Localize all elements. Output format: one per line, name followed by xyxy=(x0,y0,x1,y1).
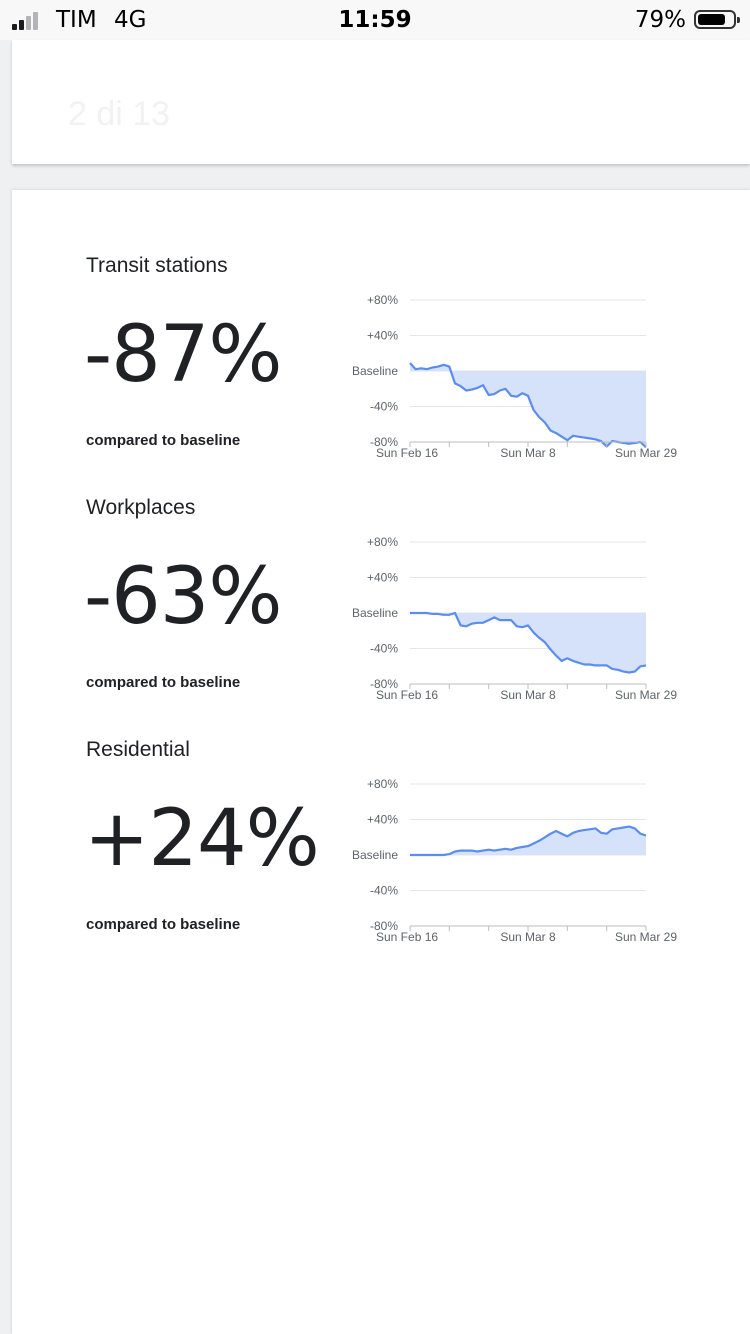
metric-title: Residential xyxy=(86,738,190,761)
battery-icon xyxy=(694,10,740,29)
baseline-deviation-area xyxy=(410,363,646,448)
x-tick-label: Sun Feb 16 xyxy=(376,930,438,944)
x-tick-label: Sun Mar 8 xyxy=(500,446,556,460)
x-tick-label: Sun Mar 8 xyxy=(500,930,556,944)
metric-caption: compared to baseline xyxy=(86,674,241,691)
y-tick-label: Baseline xyxy=(352,606,398,620)
metric-caption: compared to baseline xyxy=(86,916,241,933)
metric-workplaces: Workplaces -63% compared to baseline +80… xyxy=(12,432,750,702)
y-tick-label: -40% xyxy=(370,400,398,414)
transit-stations-chart: +80% +40% Baseline -40% -80%Sun Feb 16 Sun Ma… xyxy=(352,293,677,460)
x-tick-label: Sun Feb 16 xyxy=(376,688,438,702)
y-tick-label: Baseline xyxy=(352,848,398,862)
y-tick-label: -40% xyxy=(370,884,398,898)
y-tick-label: Baseline xyxy=(352,364,398,378)
y-tick-label: +80% xyxy=(367,293,398,307)
cellular-signal-icon xyxy=(12,10,48,30)
y-tick-label: -40% xyxy=(370,642,398,656)
baseline-deviation-area xyxy=(410,613,646,673)
series-line xyxy=(410,825,647,857)
residential-chart: +80% +40% Baseline -40% -80%Sun Feb 16 Sun Ma… xyxy=(352,777,677,944)
x-tick-label: Sun Feb 16 xyxy=(376,446,438,460)
y-tick-label: +40% xyxy=(367,571,398,585)
metric-title: Workplaces xyxy=(86,496,196,519)
metric-title: Transit stations xyxy=(86,254,228,277)
metric-caption: compared to baseline xyxy=(86,432,241,449)
y-tick-label: +80% xyxy=(367,777,398,791)
network-type: 4G xyxy=(114,7,147,33)
metric-value: -63% xyxy=(84,552,283,642)
y-tick-label: +80% xyxy=(367,535,398,549)
page-counter: 2 di 13 xyxy=(68,95,171,133)
x-tick-label: Sun Mar 29 xyxy=(615,930,677,944)
workplaces-chart: +80% +40% Baseline -40% -80%Sun Feb 16 Sun Ma… xyxy=(352,535,677,702)
baseline-deviation-area xyxy=(410,826,646,855)
status-bar: TIM 4G 11:59 79% xyxy=(0,0,750,40)
mobility-report-card: Transit stations -87% compared to baseli… xyxy=(12,190,750,1334)
carrier-name: TIM xyxy=(56,7,97,33)
x-tick-label: Sun Mar 29 xyxy=(615,446,677,460)
metric-value: -87% xyxy=(84,310,283,400)
y-tick-label: +40% xyxy=(367,329,398,343)
clock: 11:59 xyxy=(338,7,412,33)
y-tick-label: +40% xyxy=(367,813,398,827)
metric-value: +24% xyxy=(84,794,320,884)
x-tick-label: Sun Mar 29 xyxy=(615,688,677,702)
y-tick-label: -80% xyxy=(370,677,398,691)
battery-percent: 79% xyxy=(634,7,686,33)
y-tick-label: -80% xyxy=(370,919,398,933)
series-line xyxy=(410,611,647,674)
previous-page-card: 2 di 13 xyxy=(12,40,750,164)
metric-transit-stations: Transit stations -87% compared to baseli… xyxy=(12,190,750,460)
metric-residential: Residential +24% compared to baseline +8… xyxy=(12,674,750,944)
x-tick-label: Sun Mar 8 xyxy=(500,688,556,702)
y-tick-label: -80% xyxy=(370,435,398,449)
